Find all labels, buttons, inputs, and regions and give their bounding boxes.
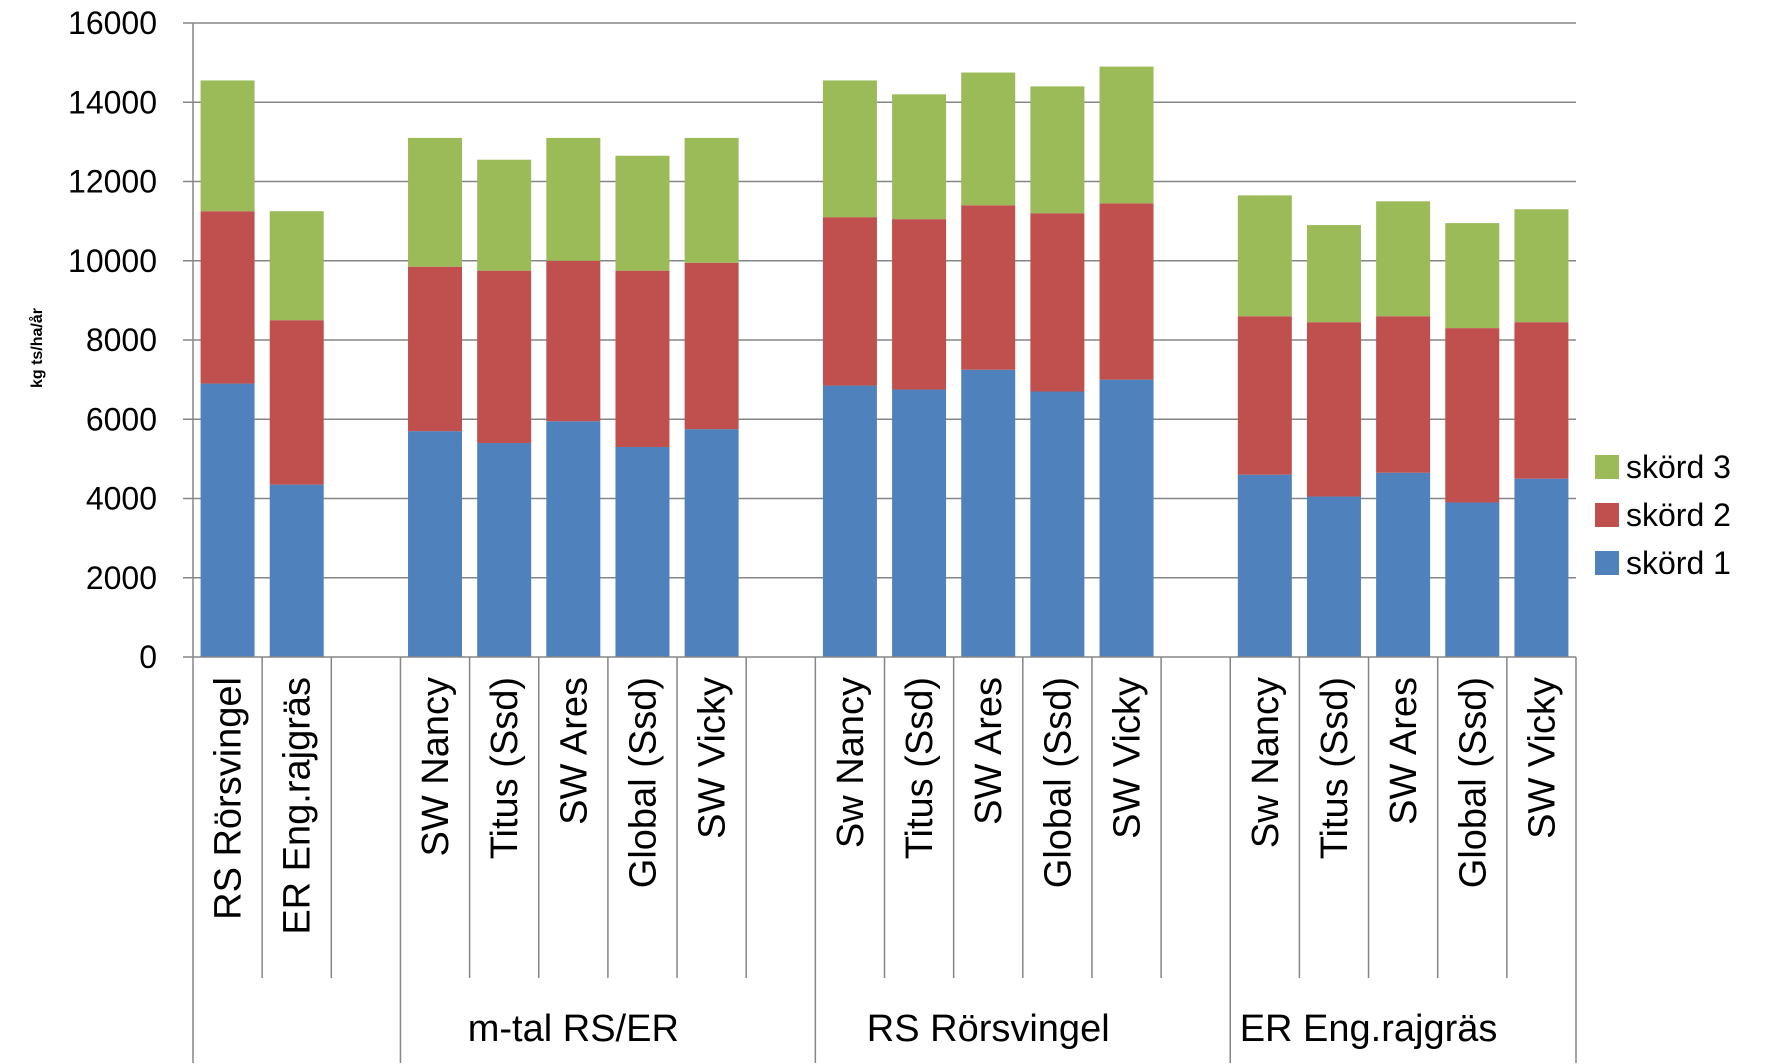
bar-sk-rd-2-7 — [684, 262, 739, 430]
y-tick-label: 8000 — [86, 322, 157, 358]
category-label: Global (Ssd) — [622, 677, 664, 888]
category-label: Titus (Ssd) — [484, 677, 526, 859]
group-label: ER Eng.rajgräs — [1240, 1008, 1498, 1050]
y-tick-label: 4000 — [86, 481, 157, 517]
category-label: SW Vicky — [1107, 677, 1149, 839]
y-tick-label: 2000 — [86, 560, 157, 596]
y-axis-label: kg ts/ha/år — [28, 308, 46, 388]
bar-sk-rd-3-15 — [1237, 195, 1292, 317]
bar-sk-rd-2-11 — [961, 205, 1016, 370]
bar-sk-rd-2-17 — [1376, 316, 1431, 473]
axes — [183, 22, 1577, 1063]
bar-sk-rd-2-19 — [1514, 322, 1569, 479]
bar-sk-rd-2-1 — [269, 320, 324, 485]
category-label: ER Eng.rajgräs — [277, 677, 319, 935]
legend: skörd 3 skörd 2 skörd 1 — [1595, 449, 1731, 581]
bar-sk-rd-3-4 — [477, 159, 532, 271]
bar-sk-rd-3-7 — [684, 137, 739, 263]
bar-sk-rd-2-0 — [200, 211, 255, 384]
bar-sk-rd-3-17 — [1376, 201, 1431, 317]
bar-sk-rd-3-16 — [1306, 225, 1361, 323]
bar-sk-rd-1-4 — [477, 443, 532, 657]
category-label: SW Nancy — [415, 677, 457, 856]
bar-sk-rd-2-12 — [1030, 213, 1085, 392]
bar-sk-rd-3-10 — [892, 94, 947, 220]
bar-sk-rd-2-9 — [822, 217, 877, 386]
bar-sk-rd-1-0 — [200, 383, 255, 657]
bar-sk-rd-2-10 — [892, 219, 947, 390]
bar-sk-rd-3-12 — [1030, 86, 1085, 214]
bar-sk-rd-3-1 — [269, 211, 324, 321]
bar-sk-rd-1-5 — [546, 421, 601, 657]
legend-swatch — [1595, 551, 1619, 575]
legend-label: skörd 1 — [1626, 545, 1731, 581]
y-tick-label: 0 — [139, 639, 157, 675]
y-tick-label: 6000 — [86, 401, 157, 437]
bar-sk-rd-1-15 — [1237, 474, 1292, 657]
bar-sk-rd-3-13 — [1099, 66, 1154, 204]
bar-sk-rd-3-3 — [408, 137, 463, 267]
bar-sk-rd-1-7 — [684, 429, 739, 657]
category-label: Titus (Ssd) — [899, 677, 941, 859]
legend-label: skörd 3 — [1626, 449, 1731, 485]
bar-sk-rd-1-9 — [822, 385, 877, 657]
bar-sk-rd-1-11 — [961, 369, 1016, 657]
y-tick-label: 12000 — [68, 164, 157, 200]
category-label: Sw Nancy — [830, 677, 872, 848]
category-label: SW Ares — [553, 677, 595, 825]
bar-sk-rd-2-13 — [1099, 203, 1154, 380]
bar-sk-rd-1-19 — [1514, 478, 1569, 657]
y-tick-label: 16000 — [68, 5, 157, 41]
category-label: SW Vicky — [1521, 677, 1563, 839]
bar-sk-rd-3-18 — [1445, 223, 1500, 329]
bar-sk-rd-2-3 — [408, 266, 463, 432]
bar-sk-rd-2-4 — [477, 270, 532, 444]
bar-sk-rd-3-0 — [200, 80, 255, 212]
bar-sk-rd-1-3 — [408, 431, 463, 657]
bar-sk-rd-1-10 — [892, 389, 947, 657]
bar-sk-rd-2-18 — [1445, 328, 1500, 503]
bar-sk-rd-1-12 — [1030, 391, 1085, 657]
category-labels: RS Rörsvingel ER Eng.rajgräs SW Nancy Titus… — [208, 677, 1564, 935]
legend-swatch — [1595, 503, 1619, 527]
bars — [200, 66, 1569, 657]
category-label: Global (Ssd) — [1037, 677, 1079, 888]
gridlines — [193, 22, 1576, 579]
bar-sk-rd-2-16 — [1306, 322, 1361, 497]
bar-sk-rd-1-13 — [1099, 379, 1154, 657]
y-axis-tick-labels: 0 2000 4000 6000 8000 10000 12000 14000 16000 — [68, 5, 157, 675]
legend-swatch — [1595, 455, 1619, 479]
bar-sk-rd-1-6 — [615, 446, 670, 657]
legend-label: skörd 2 — [1626, 497, 1731, 533]
bar-sk-rd-2-5 — [546, 260, 601, 422]
category-label: Global (Ssd) — [1452, 677, 1494, 888]
category-label: SW Ares — [968, 677, 1010, 825]
bar-sk-rd-1-16 — [1306, 496, 1361, 657]
bar-sk-rd-2-15 — [1237, 316, 1292, 475]
bar-sk-rd-3-5 — [546, 137, 601, 261]
bar-sk-rd-1-17 — [1376, 472, 1431, 657]
y-tick-label: 10000 — [68, 243, 157, 279]
bar-sk-rd-3-19 — [1514, 209, 1569, 323]
category-label: SW Vicky — [692, 677, 734, 839]
category-label: Titus (Ssd) — [1314, 677, 1356, 859]
bar-sk-rd-3-9 — [822, 80, 877, 218]
group-labels: m-tal RS/ER RS Rörsvingel ER Eng.rajgräs — [468, 1008, 1498, 1050]
bar-sk-rd-3-6 — [615, 155, 670, 271]
category-label: SW Ares — [1383, 677, 1425, 825]
bar-sk-rd-2-6 — [615, 270, 670, 447]
bar-sk-rd-3-11 — [961, 72, 1016, 206]
category-label: Sw Nancy — [1245, 677, 1287, 848]
category-label: RS Rörsvingel — [208, 677, 250, 920]
bar-sk-rd-1-1 — [269, 484, 324, 657]
bar-sk-rd-1-18 — [1445, 502, 1500, 657]
y-tick-label: 14000 — [68, 84, 157, 120]
group-label: RS Rörsvingel — [867, 1008, 1110, 1050]
group-label: m-tal RS/ER — [468, 1008, 679, 1050]
